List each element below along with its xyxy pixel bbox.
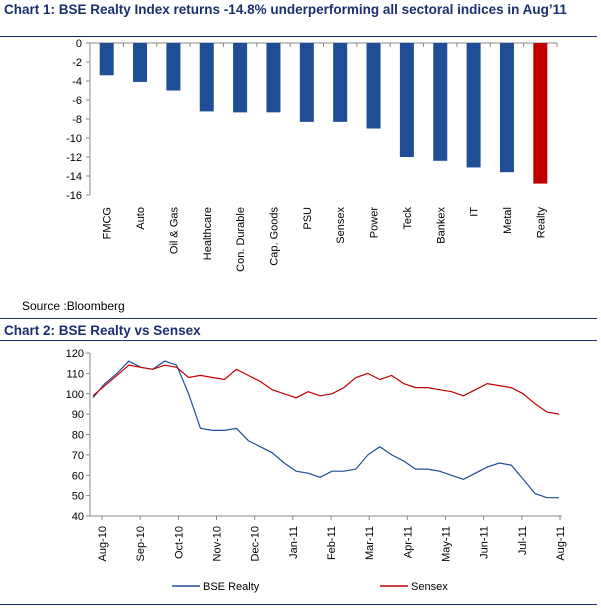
y-tick-label: 120 xyxy=(66,348,84,360)
x-tick-label: Sensex xyxy=(335,207,347,244)
x-tick-label: Con. Durable xyxy=(235,207,247,272)
sector-returns-bar-chart: 0 -2 -4 -6 -8 -10 -12 -14 -16 FMCG Auto Oil & Gas He… xyxy=(66,38,558,272)
x-tick-label: Power xyxy=(369,207,381,239)
bar-fmcg xyxy=(99,43,114,76)
bar-it xyxy=(466,43,481,168)
x-tick-label: Sep-10 xyxy=(135,526,147,561)
series-line-bse-realty xyxy=(92,360,559,499)
x-tick-label: Healthcare xyxy=(202,207,214,260)
x-tick-label: FMCG xyxy=(102,207,114,239)
x-tick-label: IT xyxy=(469,207,481,217)
x-tick-label: Metal xyxy=(502,207,514,234)
chart2-bottom-rule xyxy=(0,604,597,605)
x-tick-label: Oil & Gas xyxy=(168,207,180,255)
y-tick-label: 0 xyxy=(76,38,82,50)
bar-healthcare xyxy=(199,43,214,112)
chart1-source: Source :Bloomberg xyxy=(22,299,125,313)
y-tick-label: 70 xyxy=(72,450,84,462)
y-tick-label: -10 xyxy=(66,133,82,145)
chart1-bottom-rule xyxy=(0,318,597,319)
y-tick-label: 60 xyxy=(72,470,84,482)
bar-teck xyxy=(399,43,414,157)
legend-label: Sensex xyxy=(411,581,448,593)
x-tick-label: Aug-11 xyxy=(555,526,567,561)
y-tick-label: -6 xyxy=(72,95,82,107)
x-tick-label: Jul-11 xyxy=(517,526,529,555)
x-tick-label: Realty xyxy=(535,207,547,239)
bar-oil-gas xyxy=(166,43,181,91)
y-tick-label: 90 xyxy=(72,409,84,421)
x-tick-label: Feb-11 xyxy=(326,526,338,560)
x-tick-label: PSU xyxy=(302,207,314,230)
bar-realty xyxy=(533,43,548,184)
bar-bankex xyxy=(433,43,448,161)
x-tick-label: Jun-11 xyxy=(479,526,491,559)
y-tick-label: 50 xyxy=(72,491,84,503)
x-tick-label: Aug-10 xyxy=(97,526,109,561)
y-tick-label: 110 xyxy=(66,368,84,380)
x-tick-label: Dec-10 xyxy=(250,526,262,561)
bar-auto xyxy=(133,43,148,82)
y-tick-label: -2 xyxy=(72,57,82,69)
x-tick-label: Apr-11 xyxy=(402,526,414,558)
x-tick-label: Auto xyxy=(135,207,147,230)
x-tick-label: Nov-10 xyxy=(212,526,224,561)
x-tick-label: Cap. Goods xyxy=(268,207,280,266)
bar-cap-goods xyxy=(266,43,281,113)
x-tick-label: Teck xyxy=(402,207,414,230)
chart1-title-rule xyxy=(0,36,597,37)
bar-psu xyxy=(299,43,314,122)
bar-power xyxy=(366,43,381,129)
y-tick-label: 80 xyxy=(72,430,84,442)
y-tick-label: -4 xyxy=(72,76,82,88)
y-tick-label: -12 xyxy=(66,152,82,164)
chart2-title-rule xyxy=(0,340,597,341)
bar-metal xyxy=(499,43,514,173)
bar-sensex xyxy=(333,43,348,122)
chart1-title: Chart 1: BSE Realty Index returns -14.8%… xyxy=(4,2,567,17)
bar-con-durable xyxy=(233,43,248,113)
y-tick-label: -16 xyxy=(66,190,82,202)
x-tick-label: Mar-11 xyxy=(364,526,376,560)
x-tick-label: Oct-10 xyxy=(173,526,185,559)
legend-label: BSE Realty xyxy=(203,581,260,593)
series-line-sensex xyxy=(92,364,560,415)
y-tick-label: 40 xyxy=(72,511,84,523)
y-tick-label: -8 xyxy=(72,114,82,126)
x-tick-label: Bankex xyxy=(435,207,447,244)
y-tick-label: -14 xyxy=(66,171,82,183)
chart2-title: Chart 2: BSE Realty vs Sensex xyxy=(4,323,201,338)
y-tick-label: 100 xyxy=(66,389,84,401)
x-tick-label: Jan-11 xyxy=(288,526,300,559)
x-tick-label: May-11 xyxy=(441,526,453,562)
